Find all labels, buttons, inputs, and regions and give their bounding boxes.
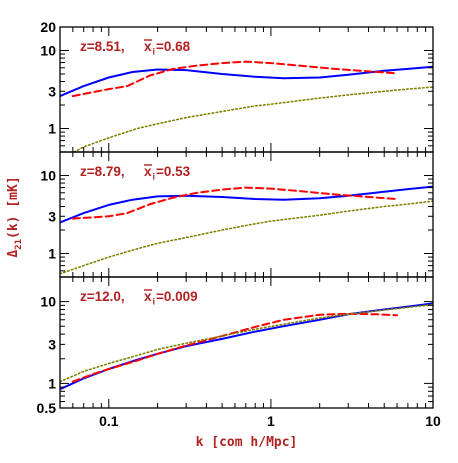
y-tick-label: 10 <box>40 294 56 310</box>
series-group <box>60 185 433 275</box>
series-line-solid <box>60 302 433 391</box>
y-tick-label: 1 <box>48 121 56 137</box>
y-tick-label: 3 <box>48 336 56 352</box>
panel-label-xi-sub: i <box>153 47 156 57</box>
panel-label-xi-value: =0.53 <box>156 164 191 179</box>
y-tick-label: 1 <box>48 375 56 391</box>
x-tick-label: 1 <box>267 413 275 429</box>
y-axis-title-sub: 21 <box>14 239 24 250</box>
y-tick-label: 20 <box>40 19 56 35</box>
series-line-dotted <box>72 86 433 152</box>
y-tick-label: 10 <box>40 42 56 58</box>
panel-top: 1 3 10 20 z=8.51, x i =0.68 <box>40 19 434 153</box>
panel-label-z: z=8.79, <box>80 164 125 179</box>
y-axis-title: Δ21(k) [mK] <box>6 176 24 257</box>
series-line-dotted <box>60 200 433 275</box>
panel-label-z: z=8.51, <box>80 39 125 54</box>
series-line-dashed <box>71 186 398 220</box>
series-line-dashed <box>71 312 398 383</box>
panel-label-xi: x <box>144 289 152 304</box>
x-tick-label: 0.1 <box>99 413 119 429</box>
y-tick-label: 3 <box>48 208 56 224</box>
x-tick-label: 10 <box>425 413 441 429</box>
x-axis-title: k [com h/Mpc] <box>196 435 298 450</box>
y-tick-label: 1 <box>48 246 56 262</box>
series-group <box>60 302 433 391</box>
panel-middle: 1 3 10 z=8.79, x i =0.53 <box>40 151 434 278</box>
series-line-solid <box>60 185 433 224</box>
panel-label-xi: x <box>144 39 152 54</box>
panel-bottom: 0.5 1 3 10 0.1 1 10 z=12.0, x i =0.009 <box>37 276 441 429</box>
panel-label-xi: x <box>144 164 152 179</box>
y-tick-label: 3 <box>48 83 56 99</box>
panel-label-xi-value: =0.009 <box>156 289 198 304</box>
y-tick-label: 0.5 <box>37 400 57 416</box>
series-line-dotted <box>60 303 433 383</box>
panel-label-xi-sub: i <box>153 172 156 182</box>
y-tick-label: 10 <box>40 167 56 183</box>
panel-frame <box>59 276 434 409</box>
y-axis-title-main: Δ <box>6 250 21 258</box>
y-axis-title-rest: (k) [mK] <box>6 176 21 239</box>
series-group <box>60 60 433 152</box>
series-line-dashed <box>71 60 398 98</box>
panel-label-z: z=12.0, <box>80 289 125 304</box>
panel-label-xi-value: =0.68 <box>156 39 191 54</box>
panel-label-xi-sub: i <box>153 297 156 307</box>
